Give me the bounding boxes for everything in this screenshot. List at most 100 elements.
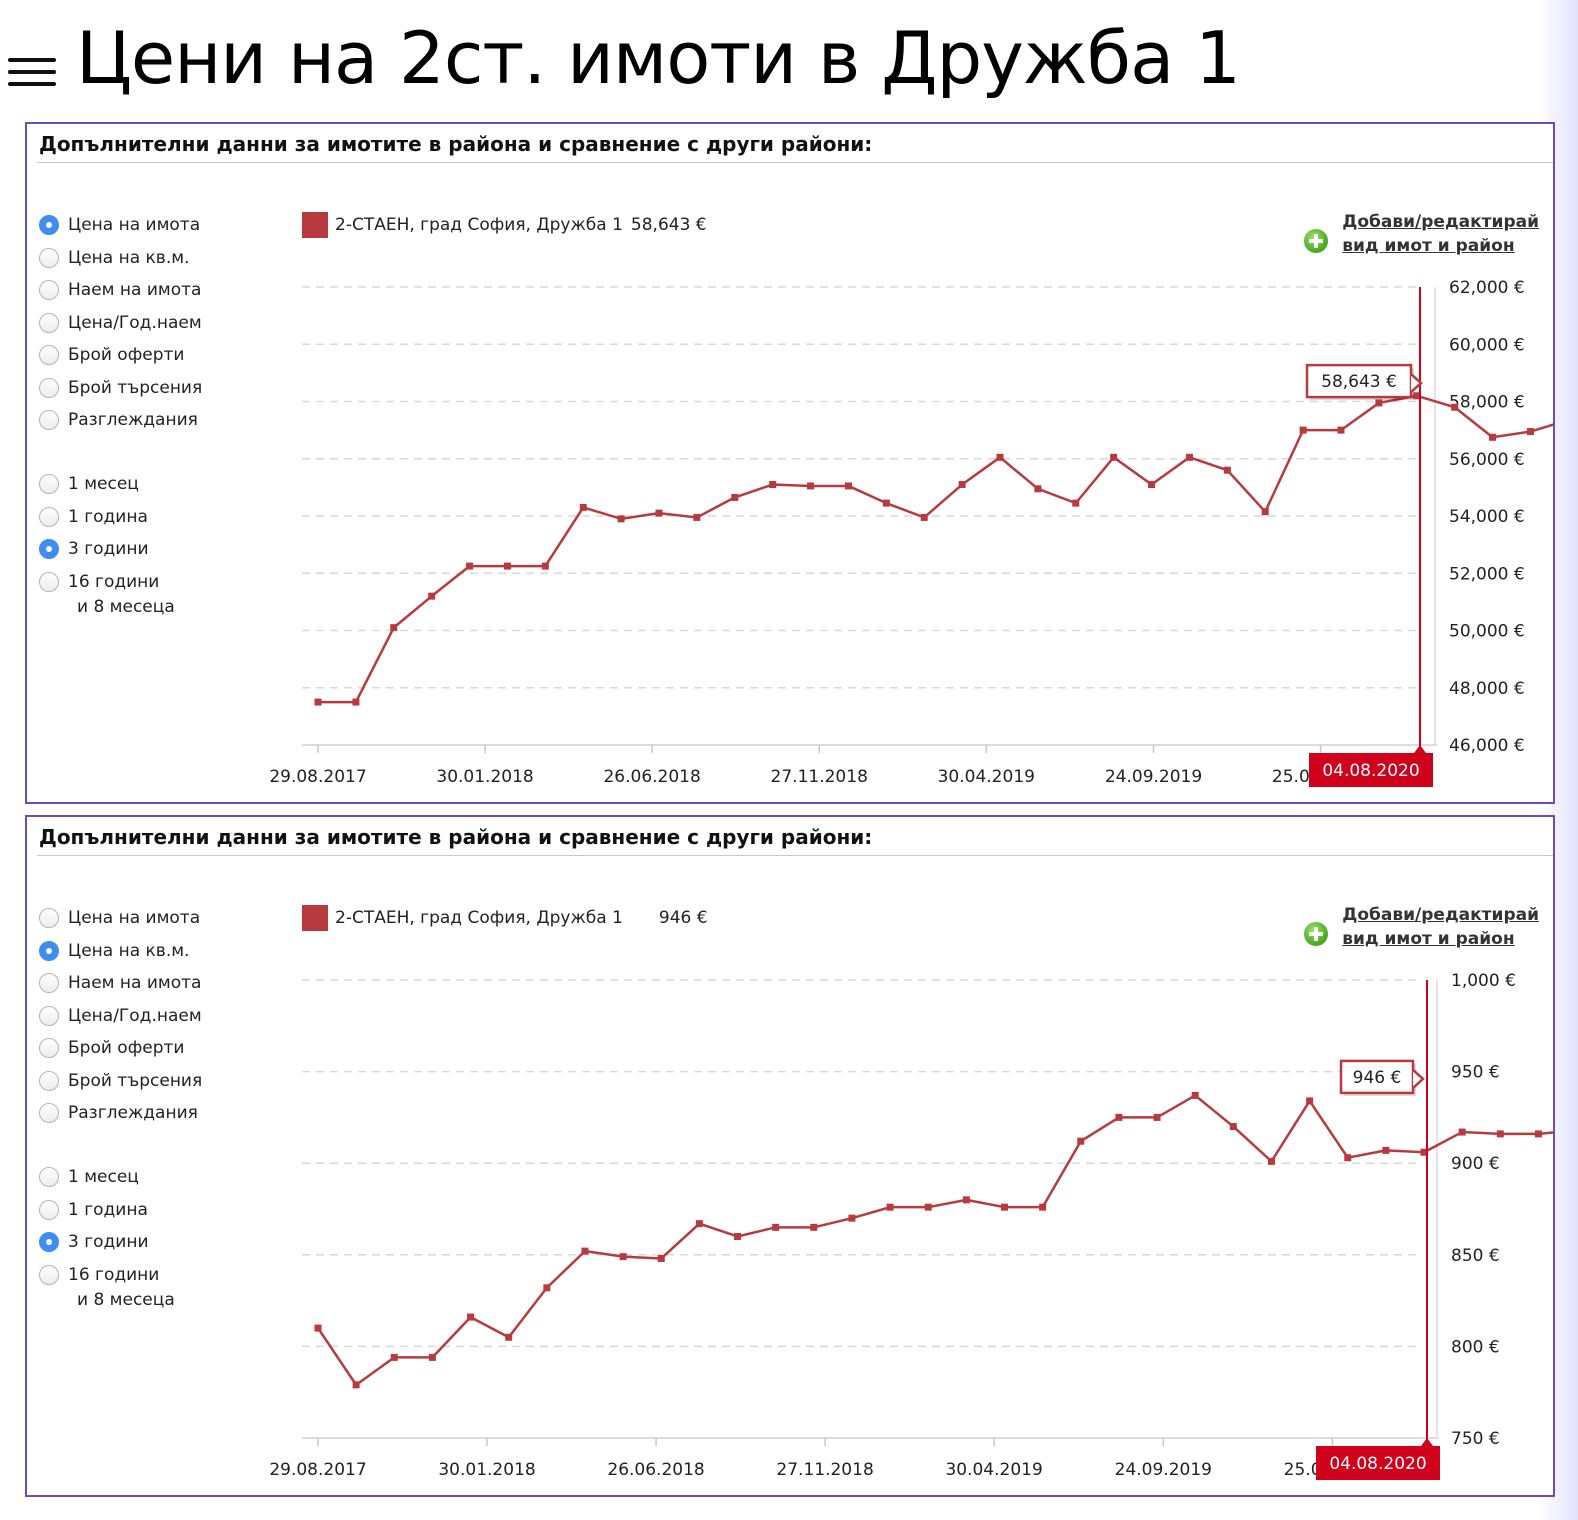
data-point[interactable] (772, 1223, 780, 1231)
metric-option[interactable]: Цена/Год.наем (39, 310, 202, 336)
data-point[interactable] (769, 481, 777, 489)
data-point[interactable] (1223, 466, 1231, 474)
data-point[interactable] (1337, 426, 1345, 434)
radio-selected-icon[interactable] (39, 940, 59, 961)
add-link-line[interactable]: вид имот и район (1342, 236, 1515, 256)
chart-legend[interactable]: 2-СТАЕН, град София, Дружба 1 58,643 € (302, 212, 707, 238)
data-point[interactable] (1034, 485, 1042, 493)
metric-option[interactable]: Цена/Год.наем (39, 1003, 202, 1029)
radio-icon[interactable] (39, 1199, 59, 1220)
data-point[interactable] (428, 1353, 436, 1361)
radio-icon[interactable] (39, 280, 59, 300)
data-point[interactable] (1451, 403, 1459, 411)
data-point[interactable] (1261, 508, 1269, 516)
radio-icon[interactable] (39, 908, 59, 928)
data-point[interactable] (1413, 392, 1421, 400)
data-point[interactable] (958, 481, 966, 489)
period-option[interactable]: 16 години (39, 569, 159, 595)
radio-icon[interactable] (39, 312, 59, 333)
data-point[interactable] (886, 1203, 894, 1211)
chart-legend[interactable]: 2-СТАЕН, град София, Дружба 1 946 € (302, 905, 708, 931)
data-point[interactable] (1110, 453, 1118, 461)
data-point[interactable] (1072, 499, 1080, 507)
data-point[interactable] (1185, 453, 1193, 461)
data-point[interactable] (844, 482, 852, 490)
data-point[interactable] (1267, 1157, 1275, 1165)
add-link-line[interactable]: Добави/редактирай (1342, 905, 1539, 925)
data-point[interactable] (1001, 1203, 1008, 1211)
data-point[interactable] (428, 592, 436, 600)
radio-icon[interactable] (39, 1070, 59, 1091)
data-point[interactable] (1526, 428, 1534, 436)
data-point[interactable] (617, 515, 625, 523)
radio-icon[interactable] (39, 506, 59, 527)
metric-option[interactable]: Брой оферти (39, 342, 184, 368)
data-point[interactable] (543, 1284, 551, 1292)
data-point[interactable] (657, 1254, 665, 1262)
data-point[interactable] (882, 499, 890, 507)
data-point[interactable] (352, 1381, 360, 1389)
period-option[interactable]: 1 година (39, 1197, 148, 1223)
data-point[interactable] (503, 562, 511, 570)
period-option[interactable]: 3 години (39, 536, 149, 562)
data-point[interactable] (1191, 1091, 1199, 1099)
data-point[interactable] (1229, 1123, 1237, 1131)
radio-icon[interactable] (39, 571, 59, 592)
radio-selected-icon[interactable] (39, 539, 59, 559)
data-point[interactable] (734, 1232, 742, 1240)
data-point[interactable] (1153, 1113, 1161, 1121)
metric-option[interactable]: Брой оферти (39, 1035, 184, 1061)
radio-icon[interactable] (39, 474, 59, 494)
radio-selected-icon[interactable] (39, 1232, 59, 1252)
add-edit-property-link[interactable]: Добави/редактирай вид имот и район (1304, 210, 1539, 258)
data-point[interactable] (731, 493, 739, 501)
radio-icon[interactable] (39, 247, 59, 268)
add-circle-icon[interactable] (1304, 922, 1329, 946)
radio-icon[interactable] (39, 973, 59, 993)
metric-option[interactable]: Цена на кв.м. (39, 938, 189, 964)
metric-option[interactable]: Разглеждания (39, 407, 198, 433)
data-point[interactable] (1148, 481, 1156, 489)
data-point[interactable] (390, 624, 398, 632)
add-link-line[interactable]: вид имот и район (1342, 929, 1515, 949)
data-point[interactable] (1534, 1130, 1542, 1138)
period-option[interactable]: 1 година (39, 504, 148, 530)
metric-option[interactable]: Брой търсения (39, 375, 202, 401)
data-point[interactable] (466, 562, 474, 570)
data-point[interactable] (1115, 1113, 1123, 1121)
add-link-text[interactable]: Добави/редактирай вид имот и район (1342, 903, 1539, 951)
data-point[interactable] (1489, 433, 1497, 441)
data-point[interactable] (1077, 1137, 1085, 1145)
period-option[interactable]: 3 години (39, 1229, 149, 1255)
add-link-text[interactable]: Добави/редактирай вид имот и район (1342, 210, 1539, 258)
data-point[interactable] (581, 1247, 589, 1255)
data-point[interactable] (920, 513, 928, 521)
add-circle-icon[interactable] (1304, 229, 1329, 253)
data-point[interactable] (695, 1220, 703, 1228)
data-point[interactable] (314, 1324, 322, 1332)
data-point[interactable] (810, 1223, 818, 1231)
metric-option[interactable]: Наем на имота (39, 277, 201, 303)
data-point[interactable] (693, 513, 701, 521)
data-point[interactable] (1420, 1148, 1428, 1156)
metric-option[interactable]: Цена на имота (39, 905, 200, 931)
data-point[interactable] (619, 1253, 627, 1261)
add-link-line[interactable]: Добави/редактирай (1342, 212, 1539, 232)
radio-icon[interactable] (39, 410, 59, 430)
data-point[interactable] (467, 1313, 475, 1321)
metric-option[interactable]: Цена на кв.м. (39, 245, 189, 271)
data-point[interactable] (1344, 1154, 1352, 1162)
data-point[interactable] (962, 1196, 970, 1204)
data-point[interactable] (505, 1333, 513, 1341)
data-point[interactable] (924, 1203, 932, 1211)
data-point[interactable] (655, 509, 663, 517)
metric-option[interactable]: Наем на имота (39, 970, 201, 996)
data-point[interactable] (1375, 399, 1383, 407)
period-option[interactable]: 1 месец (39, 1164, 139, 1190)
data-point[interactable] (996, 453, 1004, 461)
data-point[interactable] (1496, 1130, 1504, 1138)
data-point[interactable] (314, 698, 322, 706)
metric-option[interactable]: Цена на имота (39, 212, 200, 238)
radio-icon[interactable] (39, 345, 59, 365)
radio-selected-icon[interactable] (39, 215, 59, 235)
